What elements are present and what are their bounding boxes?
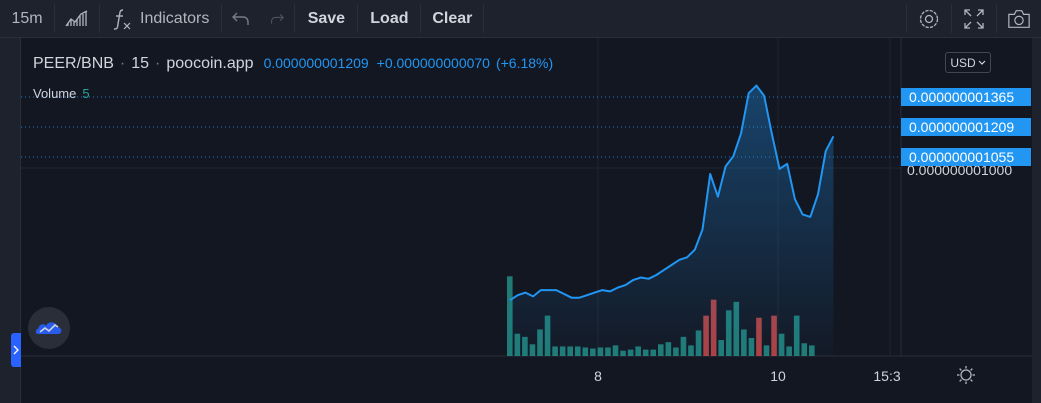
time-tick-label: 10 [770, 368, 786, 384]
currency-button[interactable]: USD [945, 52, 991, 73]
source-label: poocoin.app [166, 55, 254, 72]
toolbar-divider [951, 4, 952, 33]
legend-separator: · [119, 55, 126, 72]
chart-pane[interactable]: 0.000000001000 8 10 15:3 [21, 38, 1032, 403]
interval-label: 15 [131, 55, 150, 72]
expand-toolbar-button[interactable] [11, 333, 21, 367]
price-area-fill [510, 85, 834, 356]
toolbar-divider [221, 4, 223, 33]
camera-icon [1008, 10, 1030, 28]
toolbar-divider [54, 4, 55, 33]
interval-button[interactable]: 15m [11, 10, 43, 27]
fullscreen-icon [964, 9, 984, 29]
settings-gear-icon [919, 9, 939, 29]
volume-value: 5 [82, 86, 90, 101]
left-drawing-toolbar [0, 38, 21, 403]
time-tick-label: 8 [594, 368, 602, 384]
undo-icon [232, 12, 250, 25]
legend-change-percent: (+6.18%) [495, 55, 554, 71]
settings-button[interactable] [907, 0, 951, 38]
snapshot-button[interactable] [997, 0, 1041, 38]
currency-label: USD [950, 55, 976, 70]
clear-button[interactable]: Clear [432, 10, 473, 27]
fullscreen-button[interactable] [952, 0, 996, 38]
volume-legend: Volume 5 [33, 86, 90, 101]
volume-label: Volume [33, 86, 77, 101]
symbol-label[interactable]: PEER/BNB [33, 55, 114, 72]
chevron-down-icon [978, 60, 986, 65]
indicators-label: Indicators [140, 10, 210, 27]
price-marker-high: 0.000000001365 [901, 88, 1031, 106]
undo-button[interactable] [222, 0, 260, 38]
price-chart[interactable]: 0.000000001000 8 10 15:3 [21, 38, 1032, 403]
toolbar-divider [996, 4, 997, 33]
toolbar-divider [483, 4, 485, 33]
bar-style-icon [65, 10, 88, 27]
fx-icon [113, 9, 131, 30]
time-tick-label: 15:3 [873, 368, 900, 384]
redo-button[interactable] [260, 0, 294, 38]
toolbar-divider [906, 4, 907, 33]
legend-price: 0.000000001209 [263, 55, 369, 71]
toolbar-spacer [484, 0, 906, 37]
axis-settings-icon[interactable] [957, 366, 975, 384]
tradingview-cloud-icon [35, 322, 62, 334]
legend-change: +0.000000000070 [376, 55, 490, 71]
load-button[interactable]: Load [370, 10, 409, 27]
price-tick-label: 0.000000001000 [907, 162, 1012, 178]
price-marker-low: 0.000000001055 [901, 148, 1031, 166]
chart-legend: PEER/BNB · 15 · poocoin.app 0.0000000012… [33, 55, 553, 73]
redo-icon [271, 13, 285, 24]
right-edge-strip [1032, 38, 1041, 403]
price-marker-last: 0.000000001209 [901, 118, 1031, 136]
toolbar-divider [357, 4, 359, 33]
chevron-right-icon [13, 345, 19, 355]
toolbar-divider [99, 4, 100, 33]
price-line [509, 84, 835, 302]
volume-bar [507, 276, 513, 356]
save-button[interactable]: Save [307, 10, 346, 27]
toolbar-divider [420, 4, 422, 33]
top-toolbar: 15m Indicators Save Load Clear [0, 0, 1041, 38]
bar-style-button[interactable] [55, 0, 99, 38]
toolbar-divider [294, 4, 296, 33]
legend-separator: · [155, 55, 161, 72]
tradingview-logo[interactable] [28, 307, 70, 349]
indicators-button[interactable]: Indicators [100, 0, 221, 38]
